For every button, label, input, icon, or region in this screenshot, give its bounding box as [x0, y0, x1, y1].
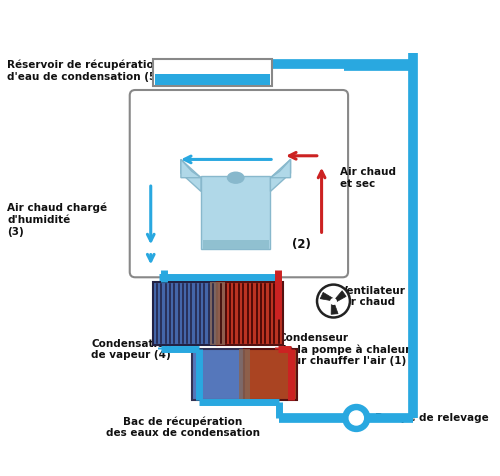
Bar — [154, 282, 218, 345]
Bar — [210, 282, 224, 345]
Polygon shape — [320, 292, 334, 301]
Bar — [201, 176, 270, 249]
Polygon shape — [181, 159, 201, 191]
Text: Condensation
de vapeur (4): Condensation de vapeur (4) — [92, 338, 172, 360]
Polygon shape — [331, 301, 338, 314]
Bar — [239, 349, 250, 400]
Polygon shape — [334, 291, 346, 302]
Text: Condenseur
de la pompe à chaleur
pour chauffer l'air (1): Condenseur de la pompe à chaleur pour ch… — [278, 333, 410, 367]
Text: Ventilateur
air chaud: Ventilateur air chaud — [340, 286, 406, 307]
Text: (2): (2) — [292, 238, 311, 251]
Circle shape — [350, 411, 364, 425]
FancyBboxPatch shape — [130, 90, 348, 278]
Ellipse shape — [228, 172, 244, 183]
Text: Air chaud
et sec: Air chaud et sec — [340, 167, 396, 188]
Bar — [192, 349, 244, 400]
Text: Pompe de relevage: Pompe de relevage — [374, 413, 488, 423]
Bar — [244, 349, 297, 400]
Circle shape — [344, 405, 369, 431]
Text: Air chaud chargé
d'humidité
(3): Air chaud chargé d'humidité (3) — [8, 203, 108, 237]
Polygon shape — [270, 159, 290, 178]
Bar — [154, 59, 272, 86]
Circle shape — [317, 285, 350, 317]
Bar — [218, 282, 283, 345]
Bar — [203, 240, 268, 249]
Text: Bac de récupération
des eaux de condensation: Bac de récupération des eaux de condensa… — [106, 416, 260, 438]
Bar — [156, 74, 270, 85]
Text: Réservoir de récupération
d'eau de condensation (5): Réservoir de récupération d'eau de conde… — [8, 60, 162, 82]
Polygon shape — [181, 159, 201, 178]
Polygon shape — [270, 159, 290, 191]
